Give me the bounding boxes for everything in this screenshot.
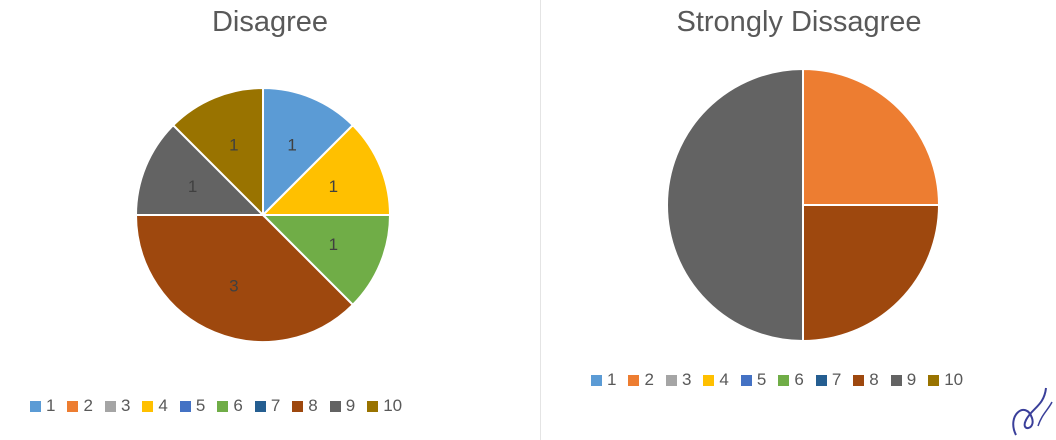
legend-swatch bbox=[591, 374, 602, 386]
legend-swatch bbox=[217, 400, 229, 412]
legend-label: 2 bbox=[644, 370, 654, 389]
legend-item-7: 7 bbox=[254, 396, 281, 416]
legend-swatch bbox=[142, 400, 154, 412]
legend-swatch bbox=[30, 400, 41, 412]
legend: 1 2 3 4 5 6 7 8 9 10 bbox=[30, 396, 530, 416]
legend-label: 4 bbox=[158, 396, 168, 415]
legend-label: 2 bbox=[83, 396, 93, 415]
legend-swatch bbox=[628, 374, 640, 386]
legend-swatch bbox=[853, 374, 865, 386]
legend-label: 5 bbox=[195, 396, 206, 415]
pie-slice-8 bbox=[802, 204, 941, 343]
data-label-6: 1 bbox=[329, 235, 338, 254]
legend-swatch bbox=[928, 374, 940, 386]
legend-swatch bbox=[778, 374, 790, 386]
signature-mark bbox=[1012, 387, 1053, 436]
pie-slice-9 bbox=[134, 123, 266, 216]
legend-label: 1 bbox=[46, 396, 56, 415]
legend-swatch bbox=[179, 400, 191, 412]
legend-item-9: 9 bbox=[890, 370, 917, 390]
legend-item-8: 8 bbox=[853, 370, 879, 390]
pie-slice-1 bbox=[262, 86, 355, 218]
legend-item-5: 5 bbox=[740, 370, 767, 390]
legend-label: 7 bbox=[831, 370, 842, 389]
legend-item-5: 5 bbox=[179, 396, 206, 416]
pie-slice-9 bbox=[666, 67, 804, 343]
chart-title: Strongly Dissagree bbox=[676, 6, 922, 38]
legend-swatch bbox=[890, 374, 902, 386]
legend-label: 9 bbox=[906, 370, 917, 389]
legend-swatch bbox=[104, 400, 116, 412]
legend-item-6: 6 bbox=[778, 370, 804, 390]
legend-swatch bbox=[292, 400, 304, 412]
legend-item-10: 10 bbox=[367, 396, 402, 416]
legend-swatch bbox=[367, 400, 379, 412]
pie-chart-strongly-disagree bbox=[666, 67, 941, 343]
pie-chart-disagree: 1 1 1 3 1 1 bbox=[134, 86, 392, 343]
pie-slice-8 bbox=[134, 214, 355, 343]
legend-label: 6 bbox=[794, 370, 804, 389]
pie-slice-6 bbox=[260, 214, 392, 307]
legend-item-1: 1 bbox=[30, 396, 55, 416]
legend-item-4: 4 bbox=[703, 370, 729, 390]
legend-swatch bbox=[740, 374, 752, 386]
legend-swatch bbox=[67, 400, 79, 412]
legend-label: 6 bbox=[233, 396, 243, 415]
legend-swatch bbox=[329, 400, 341, 412]
legend-swatch bbox=[254, 400, 266, 412]
legend-swatch bbox=[665, 374, 677, 386]
data-label-4: 1 bbox=[329, 177, 338, 196]
legend-label: 1 bbox=[607, 370, 617, 389]
legend-label: 9 bbox=[345, 396, 356, 415]
legend-item-3: 3 bbox=[104, 396, 131, 416]
data-label-9: 1 bbox=[188, 177, 197, 196]
data-label-1: 1 bbox=[287, 136, 296, 155]
legend-item-6: 6 bbox=[217, 396, 243, 416]
legend-label: 4 bbox=[719, 370, 729, 389]
legend-label: 10 bbox=[383, 396, 403, 415]
legend-item-8: 8 bbox=[292, 396, 318, 416]
pie-slice-10 bbox=[171, 86, 264, 218]
legend-label: 3 bbox=[681, 370, 692, 389]
legend-swatch bbox=[815, 374, 827, 386]
data-label-8: 3 bbox=[229, 276, 238, 295]
legend-label: 10 bbox=[944, 370, 964, 389]
chart-title: Disagree bbox=[211, 6, 329, 38]
legend-label: 7 bbox=[270, 396, 281, 415]
legend-item-7: 7 bbox=[815, 370, 842, 390]
pie-slice-2 bbox=[802, 67, 941, 206]
legend-item-3: 3 bbox=[665, 370, 692, 390]
legend-swatch bbox=[703, 374, 715, 386]
legend-item-2: 2 bbox=[628, 370, 654, 390]
data-label-10: 1 bbox=[229, 136, 238, 155]
legend-item-10: 10 bbox=[928, 370, 963, 390]
legend-label: 3 bbox=[120, 396, 131, 415]
legend-item-2: 2 bbox=[67, 396, 93, 416]
legend-label: 5 bbox=[756, 370, 767, 389]
chart-strongly-disagree-panel: Strongly Dissagree 1 2 3 4 5 6 7 8 9 10 bbox=[540, 0, 1056, 440]
legend-label: 8 bbox=[308, 396, 318, 415]
pie-slice-4 bbox=[260, 123, 392, 216]
legend: 1 2 3 4 5 6 7 8 9 10 bbox=[591, 370, 1041, 390]
chart-disagree-panel: Disagree 1 1 1 3 1 1 1 2 3 4 5 6 7 8 9 10 bbox=[30, 6, 530, 416]
legend-item-9: 9 bbox=[329, 396, 356, 416]
legend-label: 8 bbox=[869, 370, 879, 389]
legend-item-1: 1 bbox=[591, 370, 616, 390]
legend-item-4: 4 bbox=[142, 396, 168, 416]
